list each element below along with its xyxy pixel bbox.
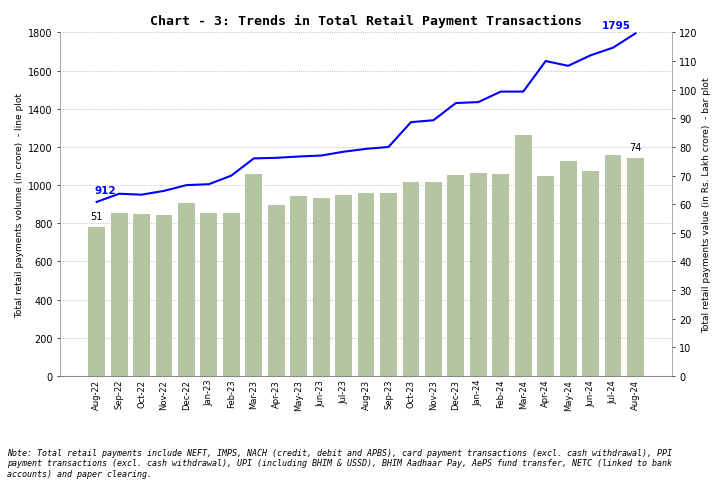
Bar (200, 214, 217, 376)
Bar (425, 182, 442, 376)
Bar (155, 216, 172, 376)
Bar (223, 214, 240, 376)
Bar (245, 174, 262, 376)
Bar (515, 135, 531, 376)
Bar (110, 214, 128, 376)
Bar (335, 196, 352, 376)
Bar (89, 227, 105, 376)
Y-axis label: Total retail payments volume (in crore)  - line plot: Total retail payments volume (in crore) … (15, 93, 24, 317)
Text: Note: Total retail payments include NEFT, IMPS, NACH (credit, debit and APBS), c: Note: Total retail payments include NEFT… (7, 448, 672, 478)
Title: Chart - 3: Trends in Total Retail Payment Transactions: Chart - 3: Trends in Total Retail Paymen… (150, 15, 582, 28)
Bar (313, 199, 330, 376)
Text: 912: 912 (94, 186, 116, 196)
Bar (447, 176, 465, 376)
Bar (537, 176, 554, 376)
Y-axis label: Total retail payments value (in Rs. Lakh crore)  - bar plot: Total retail payments value (in Rs. Lakh… (702, 77, 711, 332)
Bar (133, 215, 150, 376)
Bar (178, 204, 195, 376)
Bar (402, 183, 420, 376)
Bar (492, 175, 509, 376)
Text: 1795: 1795 (602, 21, 631, 31)
Bar (582, 171, 599, 376)
Bar (268, 205, 285, 376)
Bar (560, 161, 576, 376)
Text: 74: 74 (629, 143, 642, 153)
Bar (380, 194, 397, 376)
Bar (470, 174, 486, 376)
Text: 51: 51 (91, 211, 103, 221)
Bar (358, 194, 375, 376)
Bar (290, 197, 307, 376)
Bar (627, 159, 644, 376)
Bar (605, 156, 621, 376)
